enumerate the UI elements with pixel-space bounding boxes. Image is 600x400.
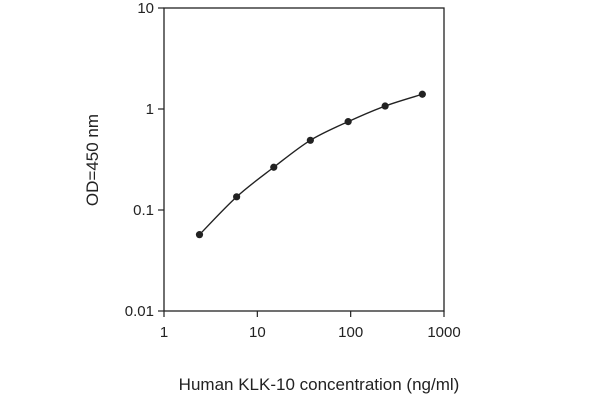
y-axis-title: OD=450 nm <box>83 114 102 206</box>
data-point <box>270 163 278 171</box>
x-tick-label: 1000 <box>427 324 460 341</box>
series-line <box>198 93 423 236</box>
x-axis: 1 10 100 1000 <box>160 311 461 341</box>
x-tick-label: 100 <box>338 324 363 341</box>
y-axis: 0.01 0.1 1 10 <box>125 0 164 320</box>
data-point <box>233 193 241 201</box>
data-point <box>195 231 204 239</box>
y-tick-label: 0.1 <box>133 202 154 219</box>
y-tick-label: 10 <box>137 0 154 17</box>
data-point <box>418 90 426 98</box>
series-points <box>195 90 426 239</box>
y-tick-label: 1 <box>146 101 154 118</box>
data-point <box>344 118 352 126</box>
data-point <box>381 102 389 110</box>
y-tick-label: 0.01 <box>125 303 154 320</box>
data-point <box>306 136 314 144</box>
x-tick-label: 1 <box>160 324 168 341</box>
x-tick-label: 10 <box>249 324 266 341</box>
x-axis-title: Human KLK-10 concentration (ng/ml) <box>179 375 460 394</box>
plot-frame <box>163 7 445 312</box>
